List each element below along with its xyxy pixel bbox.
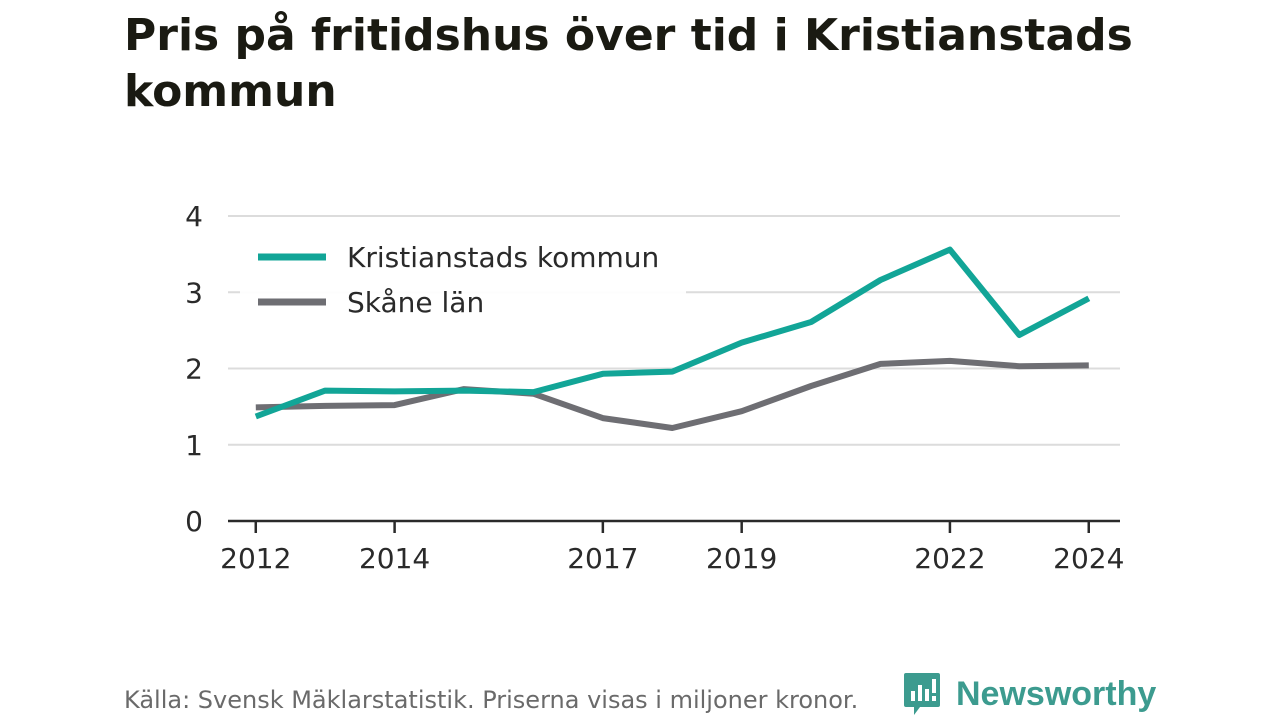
source-note: Källa: Svensk Mäklarstatistik. Priserna … xyxy=(124,686,859,714)
x-tick-label: 2022 xyxy=(914,542,985,575)
y-tick-label: 3 xyxy=(185,276,203,309)
brand-logo: Newsworthy xyxy=(902,670,1156,718)
y-axis-ticks: 0 1 2 3 4 xyxy=(185,200,203,538)
x-tick-label: 2014 xyxy=(359,542,430,575)
series-line-kristianstads-kommun xyxy=(254,246,1091,420)
brand-name: Newsworthy xyxy=(956,674,1157,713)
y-tick-label: 1 xyxy=(185,429,203,462)
x-tick-label: 2017 xyxy=(567,542,638,575)
y-tick-label: 4 xyxy=(185,200,203,233)
y-tick-label: 0 xyxy=(185,505,203,538)
x-tick-label: 2024 xyxy=(1053,542,1124,575)
x-tick-label: 2012 xyxy=(220,542,291,575)
legend-label: Kristianstads kommun xyxy=(347,241,659,274)
legend: Kristianstads kommun Skåne län xyxy=(240,228,686,330)
chart-title: Pris på fritidshus över tid i Kristianst… xyxy=(124,10,1133,117)
x-axis-ticks: 2012 2014 2017 2019 2022 2024 xyxy=(220,521,1124,575)
x-tick-label: 2019 xyxy=(706,542,777,575)
y-tick-label: 2 xyxy=(185,353,203,386)
newsworthy-logo-icon xyxy=(904,673,940,715)
legend-background xyxy=(240,228,686,330)
series-line-skane-lan xyxy=(255,357,1089,431)
legend-label: Skåne län xyxy=(347,286,484,319)
series-lines xyxy=(254,246,1091,431)
